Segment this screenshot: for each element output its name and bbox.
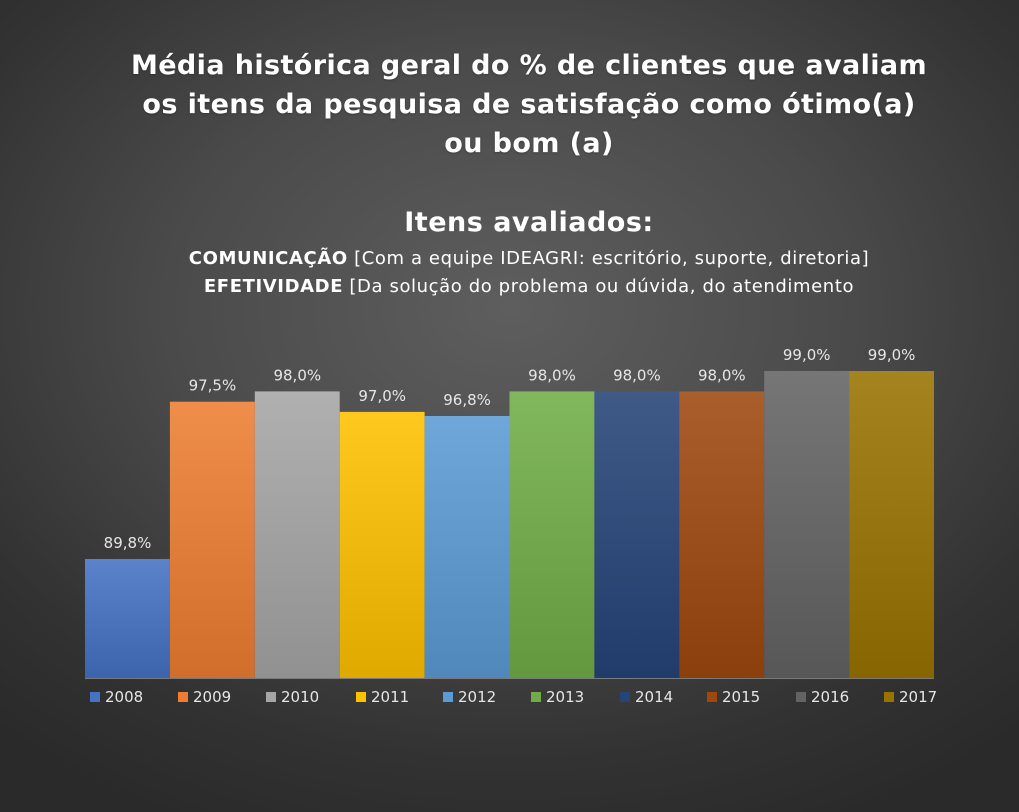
legend-swatch-2012 (443, 692, 453, 702)
legend-swatch-2008 (90, 692, 100, 702)
legend-item-2014: 2014 (620, 688, 673, 706)
data-label-2013: 98,0% (528, 366, 576, 384)
legend-swatch-2009 (178, 692, 188, 702)
bar-2015 (679, 391, 765, 678)
data-label-2009: 97,5% (189, 377, 237, 395)
legend-label-2016: 2016 (811, 688, 850, 706)
chart-title-line-2: os itens da pesquisa de satisfação como … (142, 89, 916, 120)
legend-label-2013: 2013 (546, 688, 585, 706)
data-label-2008: 89,8% (104, 534, 152, 552)
legend-label-2008: 2008 (105, 688, 144, 706)
bar-2013 (509, 391, 595, 678)
data-label-2014: 98,0% (613, 366, 661, 384)
legend-label-2012: 2012 (458, 688, 497, 706)
data-label-2015: 98,0% (698, 366, 746, 384)
legend-item-2008: 2008 (90, 688, 143, 706)
legend-item-2016: 2016 (796, 688, 849, 706)
subtitle-line-1: COMUNICAÇÃO [Com a equipe IDEAGRI: escri… (0, 248, 1019, 269)
subtitle-line-2-rest: [Da solução do problema ou dúvida, do at… (343, 276, 855, 297)
legend-label-2014: 2014 (635, 688, 674, 706)
legend-swatch-2011 (356, 692, 366, 702)
legend-label-2011: 2011 (371, 688, 410, 706)
legend-swatch-2015 (707, 692, 717, 702)
subtitle-heading: Itens avaliados: (404, 207, 654, 238)
legend-swatch-2016 (796, 692, 806, 702)
bar-2009 (169, 401, 255, 678)
data-label-2010: 98,0% (273, 366, 321, 384)
legend-swatch-2014 (620, 692, 630, 702)
bar-2011 (339, 411, 425, 678)
legend-item-2009: 2009 (178, 688, 231, 706)
bar-2017 (849, 371, 934, 678)
subtitle-line-2: EFETIVIDADE [Da solução do problema ou d… (0, 276, 1019, 297)
data-label-2016: 99,0% (783, 346, 831, 364)
chart-title: Média histórica geral do % de clientes q… (0, 46, 1019, 163)
chart-title-line-3: ou bom (a) (444, 128, 614, 159)
chart-title-line-1: Média histórica geral do % de clientes q… (130, 50, 928, 81)
legend-item-2012: 2012 (443, 688, 496, 706)
legend-swatch-2017 (884, 692, 894, 702)
bar-2012 (424, 416, 510, 678)
subtitle-line-1-bold: COMUNICAÇÃO (188, 248, 348, 269)
bar-2016 (764, 371, 850, 678)
chart-legend: 2008 2009 2010 2011 2012 2013 2014 2015 2016 2017 (0, 688, 1019, 710)
legend-label-2010: 2010 (281, 688, 320, 706)
data-label-2017: 99,0% (868, 346, 916, 364)
subtitle-line-2-bold: EFETIVIDADE (203, 276, 344, 297)
legend-label-2015: 2015 (722, 688, 761, 706)
legend-label-2017: 2017 (899, 688, 938, 706)
legend-item-2011: 2011 (356, 688, 409, 706)
bar-2008 (85, 559, 170, 678)
bar-2014 (594, 391, 680, 678)
legend-label-2009: 2009 (193, 688, 232, 706)
legend-item-2013: 2013 (531, 688, 584, 706)
data-label-2012: 96,8% (443, 391, 491, 409)
subtitle-line-1-rest: [Com a equipe IDEAGRI: escritório, supor… (347, 248, 870, 269)
bar-2010 (254, 391, 340, 678)
legend-item-2017: 2017 (884, 688, 937, 706)
legend-swatch-2010 (266, 692, 276, 702)
legend-item-2015: 2015 (707, 688, 760, 706)
legend-swatch-2013 (531, 692, 541, 702)
data-label-2011: 97,0% (358, 387, 406, 405)
legend-item-2010: 2010 (266, 688, 319, 706)
